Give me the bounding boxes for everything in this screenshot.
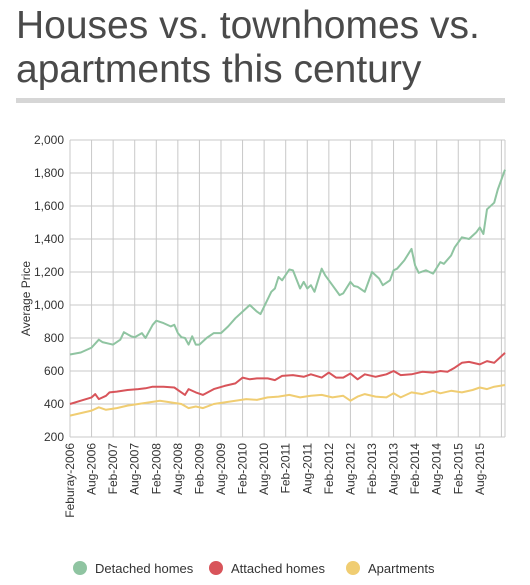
y-tick-label: 1,400 <box>34 232 64 246</box>
y-tick-label: 200 <box>44 430 64 444</box>
x-tick-label: Aug-2015 <box>473 443 487 495</box>
series-line-apartments <box>69 384 506 417</box>
x-tick-label: Feb-2013 <box>365 443 379 495</box>
legend-label: Detached homes <box>95 560 194 576</box>
x-tick-label: Feb-2011 <box>279 443 293 494</box>
y-axis-label: Average Price <box>19 261 33 336</box>
y-tick-label: 1,600 <box>34 199 64 213</box>
y-tick-label: 2,000 <box>34 133 64 147</box>
page-title: Houses vs. townhomes vs. apartments this… <box>16 4 480 91</box>
y-tick-label: 1,200 <box>34 265 64 279</box>
legend-label: Apartments <box>368 560 435 576</box>
x-tick-label: Feb-2007 <box>106 443 120 495</box>
y-tick-label: 1,800 <box>34 166 64 180</box>
x-tick-label: Feb-2012 <box>322 443 336 495</box>
x-tick-label: Feb-2008 <box>149 443 163 495</box>
y-tick-label: 1,000 <box>34 298 64 312</box>
x-tick-label: Feb-2009 <box>192 443 206 495</box>
x-tick-label: Feb-2015 <box>451 443 465 495</box>
x-tick-label: Feburay-2006 <box>63 443 77 518</box>
title-divider <box>16 98 505 103</box>
legend-item: Apartments <box>346 558 434 578</box>
x-tick-label: Aug-2010 <box>257 443 271 495</box>
legend-swatch <box>209 561 223 575</box>
x-tick-label: Aug-2009 <box>214 443 228 495</box>
y-tick-label: 800 <box>44 331 64 345</box>
chart-legend: Detached homes Attached homes Apartments <box>0 558 530 578</box>
x-tick-label: Aug-2011 <box>300 443 314 494</box>
x-tick-label: Aug-2008 <box>171 443 185 495</box>
legend-swatch <box>73 561 87 575</box>
y-tick-label: 600 <box>44 364 64 378</box>
y-tick-label: 400 <box>44 397 64 411</box>
series-line-detached-homes <box>69 169 506 356</box>
line-chart: 200 400 600 800 1,000 1,200 1,400 1,600 1,800 2,0… <box>19 133 506 518</box>
x-tick-label: Aug-2012 <box>343 443 357 495</box>
legend-item: Attached homes <box>209 558 325 578</box>
x-tick-label: Aug-2013 <box>387 443 401 495</box>
legend-item: Detached homes <box>73 558 193 578</box>
x-tick-label: Feb-2010 <box>236 443 250 495</box>
x-tick-label: Aug-2007 <box>128 443 142 495</box>
legend-label: Attached homes <box>231 560 325 576</box>
legend-swatch <box>346 561 360 575</box>
x-tick-label: Aug-2014 <box>430 443 444 495</box>
x-tick-label: Aug-2006 <box>85 443 99 495</box>
x-tick-label: Feb-2014 <box>408 443 422 495</box>
series-line-attached-homes <box>69 352 506 405</box>
